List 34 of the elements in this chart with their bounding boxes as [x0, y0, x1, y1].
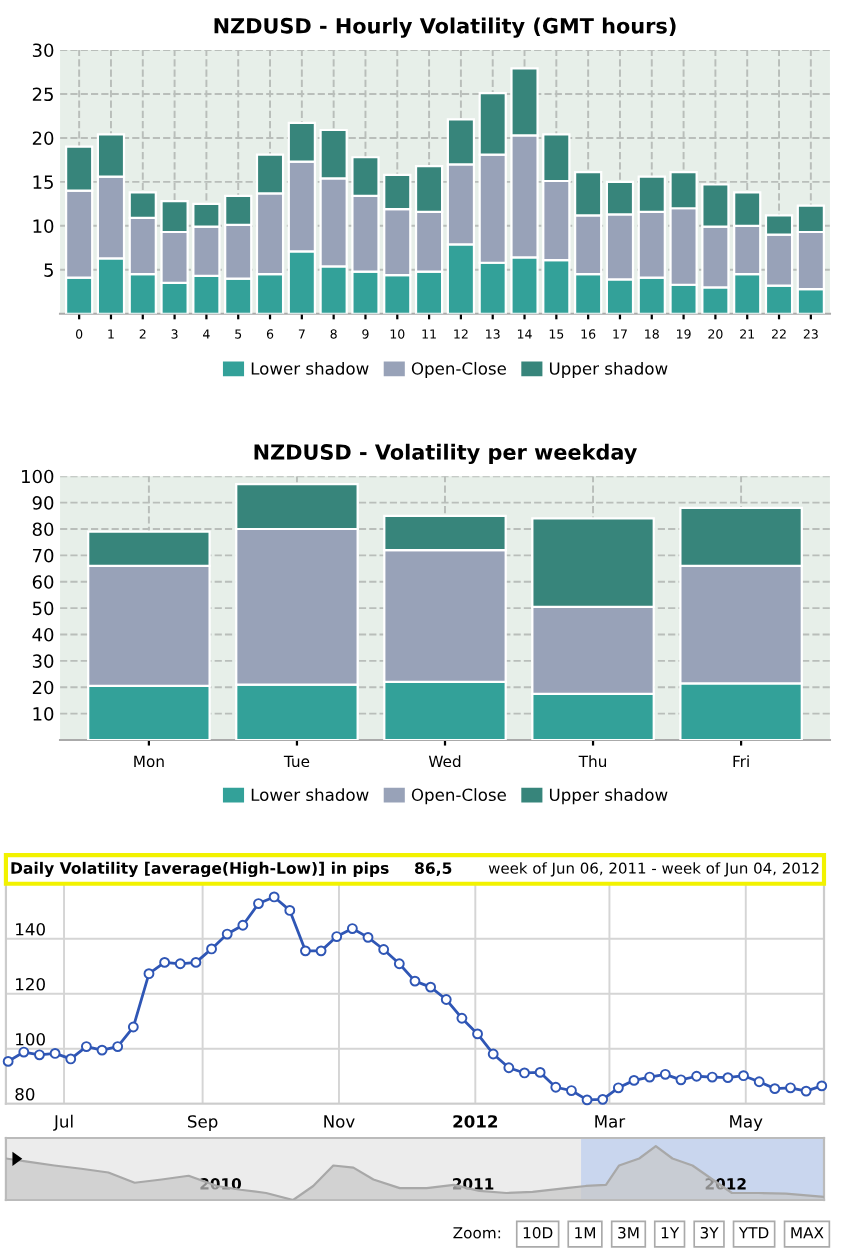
chart-title: NZDUSD - Volatility per weekday	[254, 443, 637, 465]
x-tick-label: Sep	[188, 1115, 218, 1131]
y-tick-label: 70	[33, 548, 54, 563]
x-tick-label: Mar	[595, 1115, 626, 1128]
x-tick-label: Jul	[53, 1114, 73, 1131]
legend-label: Open-Close	[411, 361, 506, 379]
y-tick-label: 10	[33, 219, 54, 233]
y-tick-label: 100	[16, 1032, 45, 1046]
y-tick-label: 80	[15, 1087, 35, 1101]
y-tick-label: 80	[32, 522, 54, 537]
y-tick-label: 20	[32, 131, 54, 146]
x-tick-label: May	[730, 1115, 763, 1131]
x-tick-label: Nov	[324, 1115, 355, 1128]
y-tick-label: 25	[32, 87, 53, 102]
y-tick-label: 30	[32, 43, 54, 58]
y-tick-label: 90	[32, 496, 54, 510]
chart-title: NZDUSD - Hourly Volatility (GMT hours)	[214, 17, 676, 38]
y-tick-label: 40	[32, 627, 54, 642]
y-tick-label: 50	[32, 601, 54, 616]
y-tick-label: 140	[16, 922, 45, 936]
y-tick-label: 5	[44, 263, 53, 277]
y-tick-label: 100	[22, 469, 54, 484]
legend-label: Upper shadow	[549, 788, 668, 805]
y-tick-label: 30	[32, 654, 54, 668]
y-tick-label: 60	[32, 575, 54, 589]
legend-label: Open-Close	[411, 788, 506, 805]
legend-label: Upper shadow	[549, 361, 668, 379]
legend-label: Lower shadow	[251, 788, 369, 802]
x-tick-label: 2012	[453, 1115, 498, 1128]
legend-label: Lower shadow	[251, 361, 369, 375]
y-tick-label: 10	[33, 707, 54, 721]
y-tick-label: 20	[32, 680, 54, 695]
y-tick-label: 120	[16, 977, 45, 991]
y-tick-label: 15	[33, 175, 53, 189]
